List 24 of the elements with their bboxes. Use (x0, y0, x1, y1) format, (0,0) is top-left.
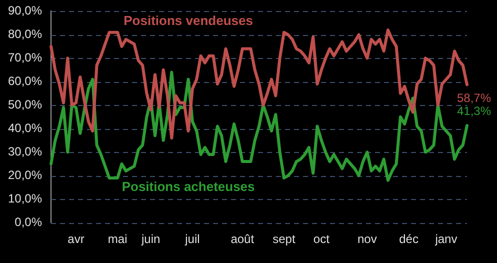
y-tick-label: 20,0% (8, 168, 42, 182)
x-tick-label: oct (313, 232, 330, 246)
data-label: 58,7% (457, 91, 492, 106)
series-label: Positions acheteuses (122, 179, 255, 194)
x-tick-label: août (230, 232, 255, 246)
y-tick-label: 30,0% (8, 144, 42, 158)
y-tick-label: 10,0% (8, 191, 42, 206)
y-tick-label: 80,0% (8, 27, 42, 41)
data-label: 41,3% (457, 104, 492, 118)
y-tick-label: 70,0% (8, 50, 42, 64)
y-tick-label: 0,0% (14, 214, 42, 229)
x-tick-label: avr (68, 232, 84, 246)
x-tick-label: juil (184, 232, 200, 246)
y-tick-label: 50,0% (8, 97, 42, 112)
x-tick-label: déc (399, 232, 418, 246)
x-tick-label: janv (434, 232, 458, 246)
x-tick-label: juin (140, 232, 160, 246)
y-tick-label: 90,0% (8, 4, 42, 18)
x-tick-label: nov (357, 232, 377, 246)
x-tick-label: mai (108, 232, 128, 246)
x-tick-label: sept (272, 232, 296, 246)
y-tick-label: 60,0% (8, 74, 42, 88)
series-label: Positions vendeuses (124, 12, 253, 28)
y-tick-label: 40,0% (8, 120, 42, 135)
